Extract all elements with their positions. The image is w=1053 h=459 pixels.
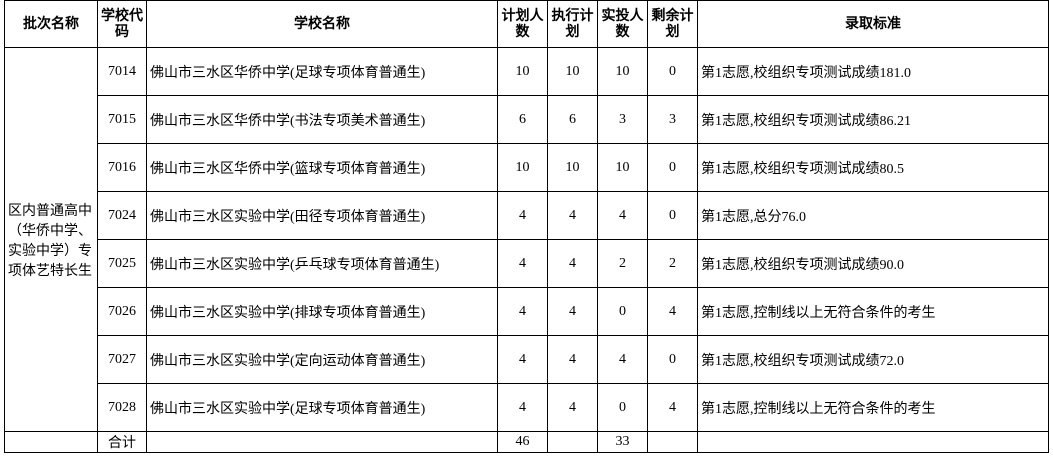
school-name-cell: 佛山市三水区实验中学(足球专项体育普通生) [146,383,498,432]
header-cell: 执行计划 [547,0,598,48]
data-row: 7027 佛山市三水区实验中学(定向运动体育普通生) 4 4 4 0 第1志愿,校组织专项测… [5,335,1049,384]
empty-cell [146,431,498,453]
plan-cell: 6 [497,95,548,144]
code-cell: 7024 [97,191,147,240]
data-row: 7024 佛山市三水区实验中学(田径专项体育普通生) 4 4 4 0 第1志愿,总分76.0 [5,191,1049,240]
plan-cell: 10 [497,143,548,192]
header-cell: 剩余计划 [647,0,698,48]
total-plan: 46 [497,431,548,453]
code-cell: 7027 [97,335,147,384]
header-cell: 录取标准 [697,0,1049,48]
executed-cell: 6 [547,95,598,144]
remaining-cell: 0 [647,191,698,240]
actual-cell: 4 [597,191,648,240]
empty-cell [547,431,598,453]
criteria-cell: 第1志愿,校组织专项测试成绩90.0 [697,239,1049,288]
actual-cell: 3 [597,95,648,144]
plan-cell: 4 [497,383,548,432]
header-cell: 学校名称 [146,0,498,48]
remaining-cell: 4 [647,383,698,432]
plan-cell: 4 [497,239,548,288]
remaining-cell: 0 [647,335,698,384]
school-name-cell: 佛山市三水区实验中学(田径专项体育普通生) [146,191,498,240]
executed-cell: 10 [547,47,598,96]
code-cell: 7015 [97,95,147,144]
total-row: 合计 46 33 [4,431,1049,453]
criteria-cell: 第1志愿,控制线以上无符合条件的考生 [697,287,1049,336]
executed-cell: 4 [547,287,598,336]
admission-table: 批次名称 学校代码 学校名称 计划人数 执行计划 实投人数 剩余计划 录取标准 区内普通高中（… [4,0,1049,453]
school-name-cell: 佛山市三水区实验中学(排球专项体育普通生) [146,287,498,336]
criteria-cell: 第1志愿,校组织专项测试成绩72.0 [697,335,1049,384]
criteria-cell: 第1志愿,校组织专项测试成绩86.21 [697,95,1049,144]
school-name-cell: 佛山市三水区华侨中学(足球专项体育普通生) [146,47,498,96]
remaining-cell: 4 [647,287,698,336]
data-row: 7028 佛山市三水区实验中学(足球专项体育普通生) 4 4 0 4 第1志愿,控制线以上无… [5,383,1049,432]
criteria-cell: 第1志愿,控制线以上无符合条件的考生 [697,383,1049,432]
remaining-cell: 3 [647,95,698,144]
school-name-cell: 佛山市三水区实验中学(定向运动体育普通生) [146,335,498,384]
executed-cell: 4 [547,191,598,240]
code-cell: 7016 [97,143,147,192]
school-name-cell: 佛山市三水区实验中学(乒乓球专项体育普通生) [146,239,498,288]
total-actual: 33 [597,431,648,453]
empty-cell [4,431,98,453]
criteria-cell: 第1志愿,校组织专项测试成绩181.0 [697,47,1049,96]
header-cell: 学校代码 [97,0,147,48]
actual-cell: 2 [597,239,648,288]
criteria-cell: 第1志愿,总分76.0 [697,191,1049,240]
school-name-cell: 佛山市三水区华侨中学(书法专项美术普通生) [146,95,498,144]
actual-cell: 10 [597,47,648,96]
data-row: 7016 佛山市三水区华侨中学(篮球专项体育普通生) 10 10 10 0 第1志愿,校组织… [5,143,1049,192]
actual-cell: 4 [597,335,648,384]
plan-cell: 10 [497,47,548,96]
actual-cell: 0 [597,383,648,432]
empty-cell [647,431,698,453]
remaining-cell: 0 [647,47,698,96]
executed-cell: 10 [547,143,598,192]
plan-cell: 4 [497,287,548,336]
code-cell: 7025 [97,239,147,288]
remaining-cell: 0 [647,143,698,192]
header-cell: 计划人数 [497,0,548,48]
plan-cell: 4 [497,191,548,240]
header-cell: 实投人数 [597,0,648,48]
actual-cell: 10 [597,143,648,192]
empty-cell [697,431,1049,453]
criteria-cell: 第1志愿,校组织专项测试成绩80.5 [697,143,1049,192]
code-cell: 7014 [97,47,147,96]
school-name-cell: 佛山市三水区华侨中学(篮球专项体育普通生) [146,143,498,192]
executed-cell: 4 [547,239,598,288]
executed-cell: 4 [547,383,598,432]
data-row: 7015 佛山市三水区华侨中学(书法专项美术普通生) 6 6 3 3 第1志愿,校组织专项测… [5,95,1049,144]
executed-cell: 4 [547,335,598,384]
plan-cell: 4 [497,335,548,384]
data-row: 区内普通高中（华侨中学、实验中学）专项体艺特长生 7014 佛山市三水区华侨中学(足… [4,47,1049,432]
code-cell: 7028 [97,383,147,432]
data-row: 7025 佛山市三水区实验中学(乒乓球专项体育普通生) 4 4 2 2 第1志愿,校组织专项… [5,239,1049,288]
actual-cell: 0 [597,287,648,336]
group-cell: 区内普通高中（华侨中学、实验中学）专项体艺特长生 [4,47,98,432]
code-cell: 7026 [97,287,147,336]
data-row: 7026 佛山市三水区实验中学(排球专项体育普通生) 4 4 0 4 第1志愿,控制线以上无… [5,287,1049,336]
header-row: 批次名称 学校代码 学校名称 计划人数 执行计划 实投人数 剩余计划 录取标准 [4,0,1049,48]
total-label: 合计 [97,431,147,453]
remaining-cell: 2 [647,239,698,288]
header-cell: 批次名称 [4,0,98,48]
